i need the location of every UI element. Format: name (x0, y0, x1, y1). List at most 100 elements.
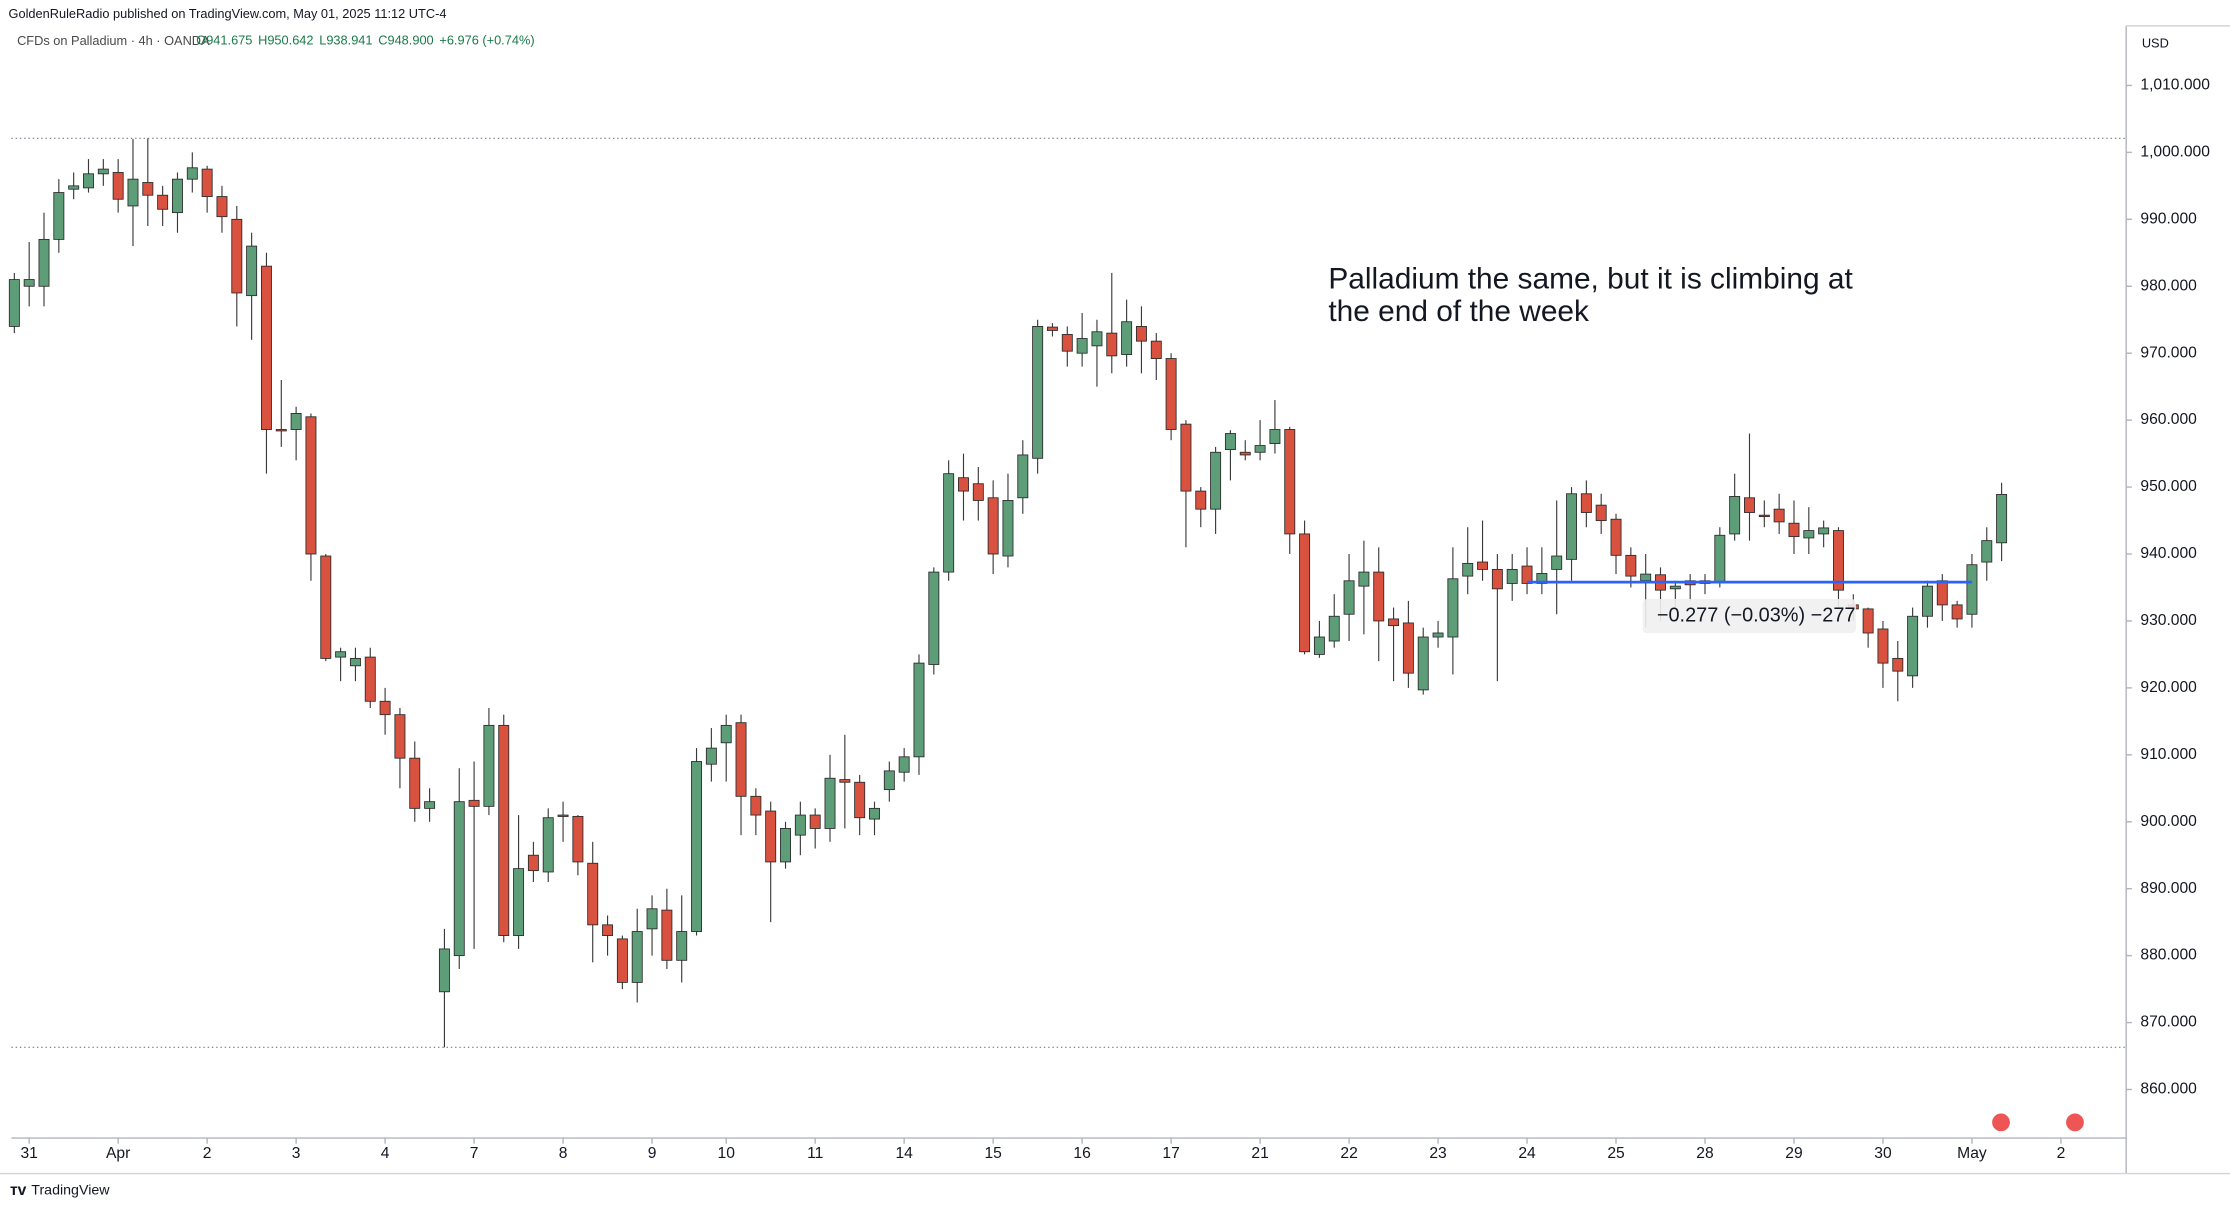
candle-body (1625, 554, 1637, 577)
x-tick-label: 7 (470, 1145, 479, 1162)
candle-body (335, 651, 347, 658)
candle-body (216, 196, 228, 218)
event-icon[interactable] (2063, 1111, 2087, 1134)
candle-body (1299, 533, 1311, 653)
candle-body (1284, 429, 1296, 535)
footer-logo: ᴛᴠ TradingView (10, 1182, 110, 1199)
candle-body (38, 238, 50, 287)
y-tick-label: 860.000 (2140, 1081, 2197, 1098)
candle-body (8, 279, 20, 327)
candle-body (1491, 568, 1503, 590)
candle-body (691, 761, 703, 932)
candle-body (1892, 658, 1904, 672)
x-tick-label: 9 (648, 1145, 657, 1162)
candle-body (1165, 358, 1177, 430)
candle-body (246, 245, 258, 297)
candle-body (572, 815, 584, 863)
candle-body (646, 908, 658, 930)
y-tick-label: 990.000 (2140, 210, 2197, 227)
y-tick-label: 960.000 (2140, 411, 2197, 428)
candle-body (1239, 451, 1251, 456)
y-tick-label: 970.000 (2140, 344, 2197, 361)
candle-body (1210, 451, 1222, 510)
candle-body (587, 862, 599, 926)
candle-body (290, 413, 302, 430)
candle-body (794, 814, 806, 836)
candle-body (972, 483, 984, 501)
candle-body (1921, 585, 1933, 617)
candle-body (869, 807, 880, 820)
candle-body (1833, 530, 1844, 591)
candle-body (275, 429, 287, 432)
candle-body (1669, 585, 1681, 590)
candle-body (943, 473, 955, 573)
candle-body (616, 938, 628, 983)
candle-body (542, 817, 554, 873)
candle-body (409, 757, 421, 809)
x-tick-label: 15 (984, 1145, 1002, 1162)
legend-item: +6.976 (+0.74%) (439, 33, 534, 48)
candle-body (1877, 628, 1889, 664)
annotation-text: Palladium the same, but it is climbing a… (1328, 262, 1853, 295)
y-tick-label: 920.000 (2140, 679, 2197, 696)
candle-body (1135, 325, 1147, 342)
candle-body (320, 555, 332, 659)
x-tick-label: 3 (292, 1145, 301, 1162)
candle-body (1061, 334, 1073, 352)
candle-body (1744, 497, 1755, 513)
candle-body (1432, 632, 1444, 638)
y-tick-label: 930.000 (2140, 612, 2197, 629)
candle-body (1907, 615, 1919, 677)
x-tick-label: Apr (106, 1145, 130, 1162)
candle-body (750, 795, 762, 816)
candle-body (68, 185, 80, 190)
y-tick-label: 910.000 (2140, 746, 2197, 763)
candle-body (1818, 527, 1830, 535)
candle-body (394, 714, 406, 759)
x-tick-label: 2 (203, 1145, 212, 1162)
candle-body (1358, 571, 1370, 587)
candle-body (661, 909, 673, 961)
annotation-line-1: Palladium the same, but it is climbing a… (1328, 262, 1853, 328)
candle-body (1180, 423, 1192, 492)
x-tick-label: 28 (1696, 1145, 1714, 1162)
x-tick-label: 22 (1340, 1145, 1357, 1162)
candle-body (1106, 332, 1118, 357)
candle-body (557, 814, 569, 817)
candle-body (1862, 608, 1874, 634)
candle-body (676, 931, 688, 961)
candle-body (765, 810, 777, 863)
candle-body (1328, 615, 1340, 642)
y-tick-label: 870.000 (2140, 1014, 2197, 1031)
candle-body (883, 770, 895, 791)
x-tick-label: 11 (807, 1145, 823, 1162)
candle-body (513, 868, 525, 936)
candle-body (127, 178, 139, 207)
legend-item: O941.675 (196, 33, 252, 48)
candle-body (97, 168, 109, 175)
ohlc-legend: O941.675 H950.642 L938.941 C948.900 +6.976 (… (196, 33, 534, 48)
legend-item: L938.941 (319, 33, 372, 48)
candle-body (453, 801, 465, 957)
candle-body (720, 724, 732, 744)
candle-body (1373, 571, 1385, 622)
event-icon[interactable] (1990, 1111, 2013, 1134)
candle-body (260, 265, 272, 430)
candle-body (780, 828, 791, 863)
candle-body (1936, 580, 1948, 606)
x-tick-label: 31 (20, 1145, 37, 1162)
candle-body (1046, 326, 1058, 331)
candle-body (928, 571, 940, 665)
candle-body (1091, 331, 1103, 347)
candle-body (1551, 555, 1563, 570)
x-tick-label: 29 (1785, 1145, 1802, 1162)
candle-body (1269, 429, 1281, 444)
candle-body (1803, 530, 1815, 539)
x-tick-label: 17 (1162, 1145, 1179, 1162)
candle-body (1610, 518, 1622, 556)
candle-body (498, 724, 510, 936)
footer-text: TradingView (31, 1182, 110, 1198)
logo-mark: ᴛᴠ (10, 1182, 27, 1199)
candle-body (735, 722, 747, 797)
